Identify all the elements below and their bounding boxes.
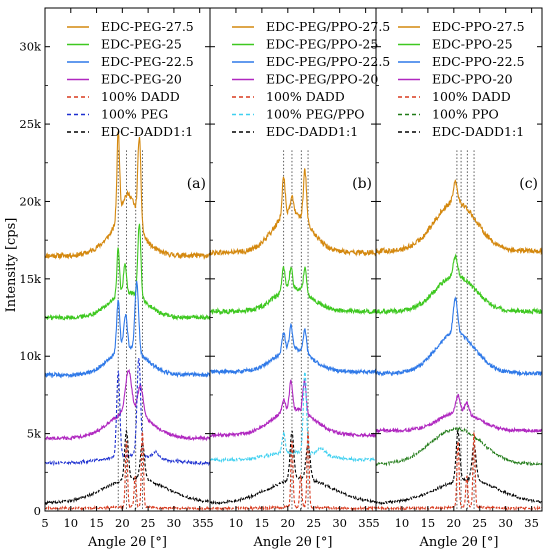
series-line-0 (209, 168, 377, 257)
x-tick-label: 30 (332, 516, 347, 530)
legend-label: EDC-PPO-20 (432, 72, 513, 87)
x-tick-label: 15 (89, 516, 104, 530)
series-line-2 (44, 280, 211, 379)
x-tick-label: 20 (446, 516, 461, 530)
x-axis-title: Angle 2θ [°] (87, 535, 167, 550)
x-tick-label: 20 (115, 516, 130, 530)
x-tick-label: 10 (229, 516, 244, 530)
y-tick-label: 30k (19, 40, 42, 54)
series-line-0 (375, 179, 543, 256)
legend-label: EDC-PEG/PPO-25 (266, 37, 378, 52)
legend-label: 100% PPO (432, 107, 499, 122)
legend-label: EDC-PEG-25 (101, 37, 182, 52)
series-line-6 (375, 432, 543, 512)
x-tick-label: 25 (306, 516, 321, 530)
x-tick-label: 10 (395, 516, 410, 530)
series-line-3 (209, 378, 377, 439)
x-tick-label: 35 (192, 516, 207, 530)
legend-label: 100% PEG (101, 107, 168, 122)
x-axis-title: Angle 2θ [°] (253, 535, 333, 550)
x-tick-label: 5 (206, 516, 213, 530)
legend-label: EDC-PPO-27.5 (432, 19, 525, 34)
x-tick-label: 10 (63, 516, 78, 530)
y-tick-label: 25k (19, 117, 42, 131)
panel-0: 5 10 15 20 25 30 35 Angle 2θ [°] 0 5k 10k 15k 20k 25k… (19, 7, 211, 550)
y-tick-label: 15k (19, 272, 42, 286)
series-line-3 (375, 393, 543, 434)
y-tick-label: 0 (34, 504, 41, 518)
legend-label: EDC-PEG/PPO-20 (266, 72, 378, 87)
series-line-5 (375, 429, 543, 506)
legend-label: EDC-DADD1:1 (432, 124, 524, 139)
y-tick-label: 20k (19, 194, 42, 208)
x-tick-label: 15 (421, 516, 436, 530)
legend-label: EDC-PEG/PPO-22.5 (266, 54, 390, 69)
y-tick-label: 5k (27, 427, 42, 441)
series-line-0 (44, 131, 211, 261)
x-tick-label: 25 (141, 516, 156, 530)
legend-label: EDC-PEG/PPO-27.5 (266, 19, 390, 34)
panel-label: (c) (519, 176, 538, 192)
panel-label: (a) (187, 176, 206, 192)
series-line-6 (209, 431, 377, 512)
series-line-4 (44, 357, 211, 467)
legend-label: 100% DADD (266, 89, 345, 104)
series-line-1 (44, 223, 211, 321)
legend-label: 100% DADD (432, 89, 511, 104)
x-tick-label: 30 (498, 516, 513, 530)
series-line-1 (209, 266, 377, 316)
series-line-5 (209, 430, 377, 506)
series-line-4 (375, 426, 543, 468)
x-tick-label: 5 (41, 516, 48, 530)
legend-label: 100% DADD (101, 89, 180, 104)
y-axis-title: Intensity [cps] (4, 218, 19, 313)
x-axis-title: Angle 2θ [°] (419, 535, 499, 550)
legend-label: EDC-PPO-22.5 (432, 54, 525, 69)
x-tick-label: 30 (167, 516, 182, 530)
series-line-3 (44, 368, 211, 442)
x-tick-label: 35 (524, 516, 539, 530)
panel-label: (b) (352, 176, 372, 192)
legend-label: EDC-PEG-27.5 (101, 19, 194, 34)
series-line-2 (375, 296, 543, 377)
series-line-4 (209, 371, 377, 464)
legend-label: EDC-DADD1:1 (266, 124, 358, 139)
series-line-5 (44, 429, 211, 506)
panel-2: 5 10 15 20 25 30 35 Angle 2θ [°] (c) EDC-PPO-27.5… (372, 7, 543, 550)
legend-label: 100% PEG/PPO (266, 107, 365, 122)
legend-label: EDC-DADD1:1 (101, 124, 193, 139)
panel-1: 5 10 15 20 25 30 35 Angle 2θ [°] (b) EDC-PEG/PPO-… (206, 7, 390, 550)
series-line-1 (375, 253, 543, 316)
plot-frame (375, 7, 543, 512)
series-line-2 (209, 322, 377, 376)
legend-label: EDC-PEG-20 (101, 72, 182, 87)
y-tick-label: 10k (19, 349, 42, 363)
legend-label: EDC-PPO-25 (432, 37, 513, 52)
x-tick-label: 20 (280, 516, 295, 530)
x-tick-label: 5 (372, 516, 379, 530)
x-tick-label: 15 (255, 516, 270, 530)
x-tick-label: 35 (358, 516, 373, 530)
legend-label: EDC-PEG-22.5 (101, 54, 194, 69)
x-tick-label: 25 (472, 516, 487, 530)
series-line-6 (44, 431, 211, 512)
